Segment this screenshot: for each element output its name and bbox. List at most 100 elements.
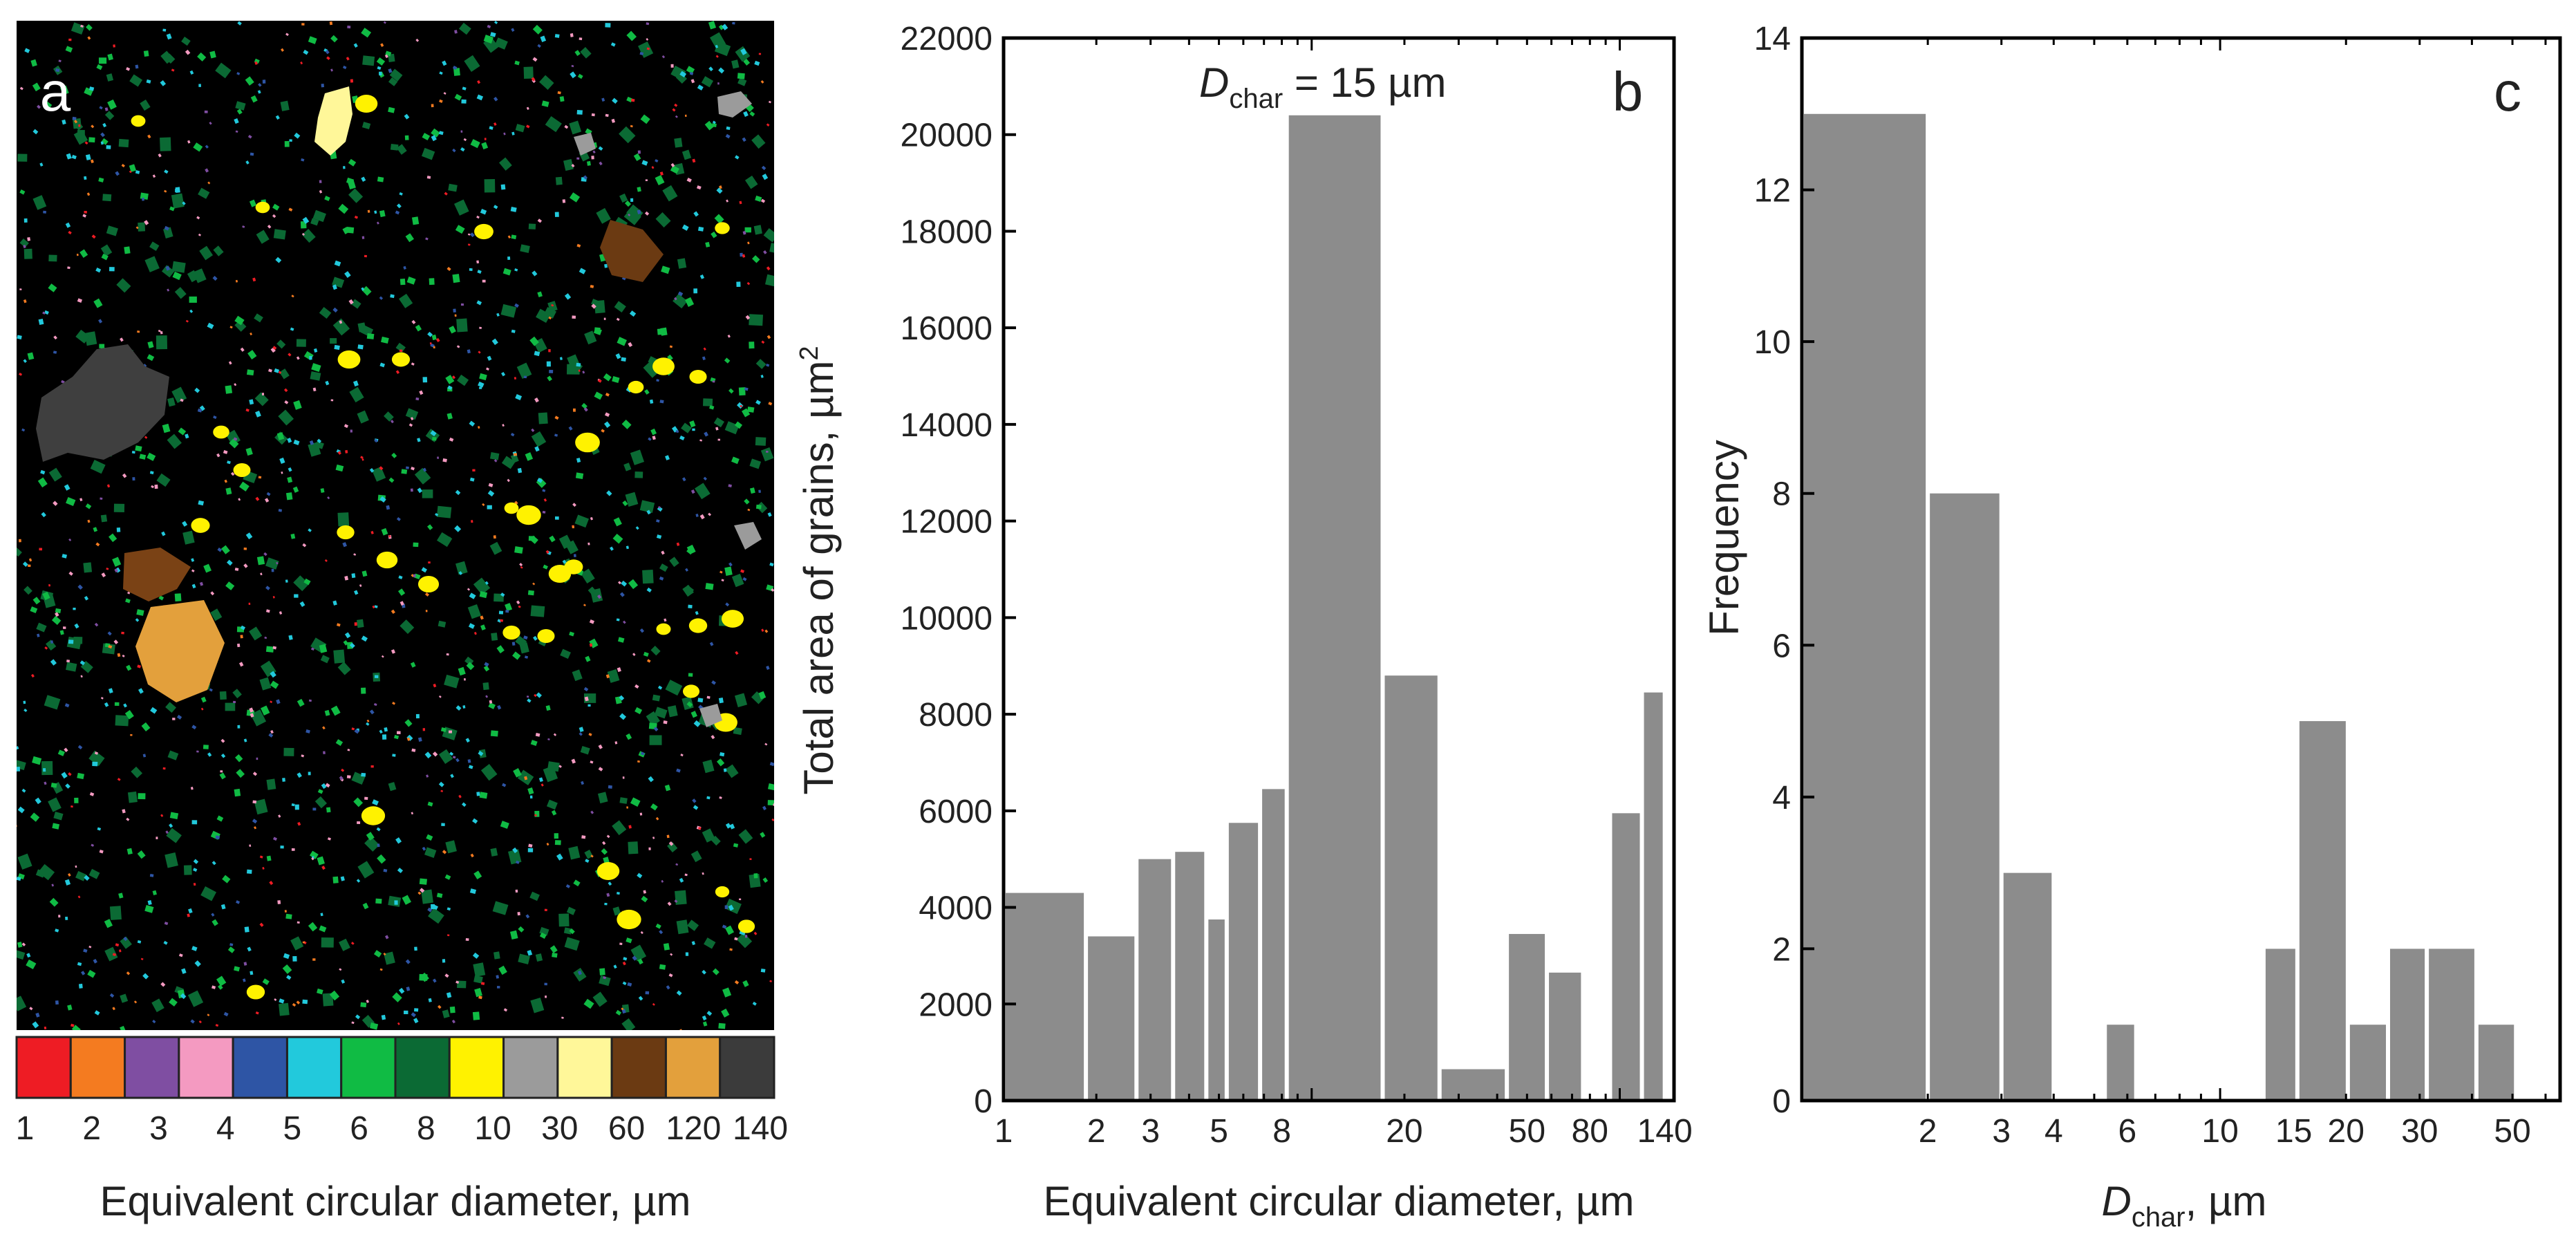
grain-speck xyxy=(236,769,245,778)
grain-light-gray-4 xyxy=(699,704,722,727)
grain-speck xyxy=(514,303,519,308)
grain-speck xyxy=(690,850,702,863)
grain-speck xyxy=(546,799,558,810)
grain-speck xyxy=(292,1002,297,1007)
histogram-bar xyxy=(1509,933,1545,1101)
grain-speck xyxy=(637,187,641,192)
grain-speck xyxy=(108,688,113,693)
grain-speck xyxy=(249,199,257,207)
grain-speck xyxy=(215,1024,219,1027)
grain-speck xyxy=(768,402,773,406)
grain-speck xyxy=(569,631,575,637)
grain-speck xyxy=(599,968,605,975)
grain-speck xyxy=(753,225,762,235)
grain-speck xyxy=(752,1001,757,1006)
grain-speck xyxy=(442,458,447,463)
grain-speck xyxy=(190,787,194,790)
grain-speck xyxy=(120,993,129,1003)
grain-speck xyxy=(584,330,597,345)
grain-speck xyxy=(693,720,701,727)
grain-speck xyxy=(80,675,83,678)
grain-speck xyxy=(405,408,419,420)
grain-speck xyxy=(284,910,288,913)
grain-speck xyxy=(118,138,129,148)
grain-speck xyxy=(53,335,57,340)
grain-speck xyxy=(648,847,651,850)
grain-speck xyxy=(413,542,419,548)
grain-speck xyxy=(651,166,655,169)
grain-speck xyxy=(348,299,354,305)
grain-speck xyxy=(626,30,637,41)
grain-speck xyxy=(477,426,480,429)
grain-speck xyxy=(88,868,100,879)
grain-speck xyxy=(725,133,731,139)
grain-speck xyxy=(747,241,750,245)
grain-speck xyxy=(705,583,714,590)
grain-speck xyxy=(135,64,139,69)
grain-speck xyxy=(706,796,711,800)
grain-speck xyxy=(160,331,163,335)
grain-speck xyxy=(166,33,172,40)
grain-speck xyxy=(37,477,48,488)
grain-speck xyxy=(30,59,37,67)
y-tick-label: 6000 xyxy=(919,794,993,830)
grain-speck xyxy=(414,467,431,485)
grain-speck xyxy=(78,124,81,127)
grain-speck xyxy=(739,200,742,205)
grain-speck xyxy=(581,781,585,785)
grain-speck xyxy=(612,906,621,916)
grain-speck xyxy=(77,298,83,303)
grain-speck xyxy=(758,53,762,55)
grain-speck xyxy=(366,719,370,722)
grain-speck xyxy=(311,363,321,372)
grain-speck xyxy=(480,982,485,985)
grain-speck xyxy=(356,619,364,628)
grain-speck xyxy=(415,324,422,332)
grain-speck xyxy=(579,727,584,733)
grain-speck xyxy=(142,364,147,368)
grain-speck xyxy=(569,192,581,203)
grain-speck xyxy=(422,728,426,731)
grain-speck xyxy=(692,428,695,431)
grain-speck xyxy=(656,534,662,539)
grain-speck xyxy=(480,208,487,215)
grain-speck xyxy=(627,982,632,987)
grain-speck xyxy=(171,386,187,404)
grain-speck xyxy=(489,451,500,460)
grain-speck xyxy=(78,983,83,989)
grain-speck xyxy=(722,987,732,998)
grain-speck xyxy=(169,206,175,212)
grain-yellow xyxy=(504,502,519,514)
grain-speck xyxy=(289,139,292,142)
grain-speck xyxy=(87,519,91,523)
grain-speck xyxy=(68,872,71,877)
grain-speck xyxy=(766,665,770,670)
grain-speck xyxy=(638,996,643,1001)
grain-speck xyxy=(350,429,352,433)
grain-speck xyxy=(325,380,330,386)
grain-speck xyxy=(393,734,399,740)
grain-speck xyxy=(523,66,534,79)
grain-speck xyxy=(725,823,731,829)
grain-speck xyxy=(109,267,115,272)
grain-speck xyxy=(19,189,26,195)
grain-speck xyxy=(458,794,462,798)
grain-speck xyxy=(500,184,506,190)
grain-speck xyxy=(545,550,549,554)
grain-speck xyxy=(158,595,164,601)
grain-speck xyxy=(543,564,548,570)
grain-speck xyxy=(65,222,71,228)
grain-speck xyxy=(583,686,589,692)
grain-speck xyxy=(345,449,348,454)
colorbar-swatch xyxy=(502,1036,559,1099)
grain-speck xyxy=(743,58,751,66)
grain-speck xyxy=(17,547,22,557)
grain-yellow xyxy=(337,525,355,540)
grain-speck xyxy=(88,137,95,143)
grain-speck xyxy=(628,825,632,829)
colorbar-swatch xyxy=(285,1036,343,1099)
grain-speck xyxy=(43,100,53,110)
grain-speck xyxy=(520,566,523,569)
grain-speck xyxy=(639,51,644,55)
grain-speck xyxy=(537,477,543,483)
